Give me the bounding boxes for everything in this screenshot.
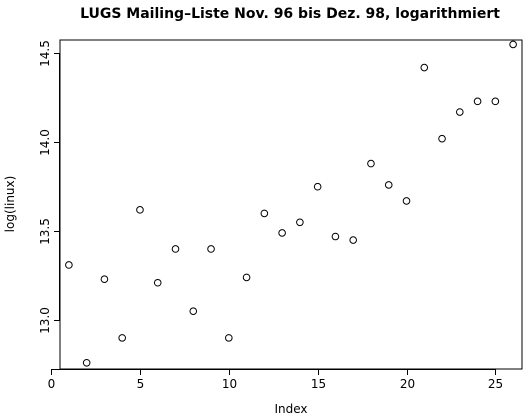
x-tick-label: 10 bbox=[222, 377, 237, 391]
data-point bbox=[402, 197, 411, 205]
data-point bbox=[260, 209, 269, 218]
x-tick-label: 25 bbox=[488, 377, 503, 391]
data-point bbox=[296, 218, 304, 227]
data-point bbox=[331, 232, 340, 241]
data-point bbox=[509, 40, 517, 49]
y-tick-label: 14.0 bbox=[38, 129, 52, 156]
x-axis-label: Index bbox=[274, 402, 307, 416]
x-tick-label: 20 bbox=[400, 377, 415, 391]
data-points bbox=[65, 40, 517, 367]
data-point bbox=[118, 334, 126, 342]
data-point bbox=[82, 358, 91, 367]
plot-frame bbox=[59, 39, 523, 370]
data-point bbox=[100, 275, 109, 283]
data-point bbox=[438, 134, 446, 143]
y-axis: 13.0 13.5 14.0 14.5 bbox=[38, 40, 60, 334]
y-tick-label: 13.0 bbox=[38, 307, 52, 334]
x-axis: 0 5 10 15 20 25 bbox=[48, 369, 503, 391]
y-tick-label: 14.5 bbox=[38, 40, 52, 67]
data-point bbox=[349, 236, 357, 244]
data-point bbox=[189, 307, 198, 316]
data-point bbox=[225, 334, 233, 342]
data-point bbox=[420, 63, 429, 72]
data-point bbox=[278, 229, 286, 237]
data-point bbox=[491, 97, 500, 106]
data-point bbox=[153, 278, 162, 287]
chart-title: LUGS Mailing–Liste Nov. 96 bis Dez. 98, … bbox=[80, 6, 500, 22]
data-point bbox=[384, 181, 393, 189]
data-point bbox=[473, 97, 482, 106]
x-tick-label: 15 bbox=[311, 377, 326, 391]
data-point bbox=[456, 108, 464, 116]
data-point bbox=[136, 206, 144, 214]
data-point bbox=[242, 273, 251, 282]
data-point bbox=[171, 245, 180, 253]
data-point bbox=[65, 261, 73, 269]
x-tick-label: 5 bbox=[137, 377, 145, 391]
data-point bbox=[313, 182, 322, 191]
x-tick-label: 0 bbox=[48, 377, 56, 391]
y-tick-label: 13.5 bbox=[38, 218, 52, 245]
data-point bbox=[367, 159, 375, 168]
data-point bbox=[207, 245, 215, 253]
y-axis-label: log(linux) bbox=[3, 176, 17, 233]
